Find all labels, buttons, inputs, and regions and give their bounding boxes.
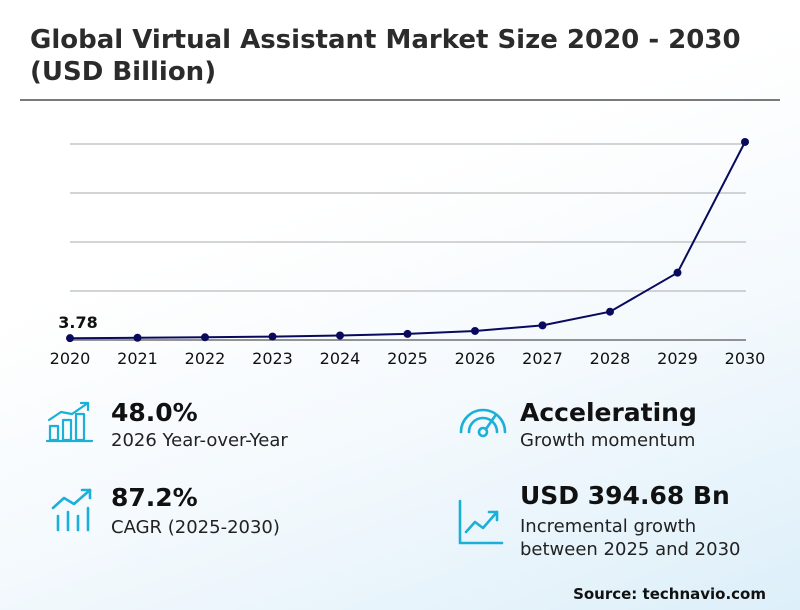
x-tick-label: 2021 bbox=[117, 349, 158, 368]
data-label-first: 3.78 bbox=[58, 313, 97, 332]
data-point bbox=[133, 333, 142, 342]
x-tick-label: 2020 bbox=[50, 349, 91, 368]
gauge-icon bbox=[459, 408, 507, 438]
x-tick-label: 2028 bbox=[590, 349, 631, 368]
data-point bbox=[471, 326, 479, 335]
stat-yoy-value: 48.0% bbox=[111, 398, 198, 427]
x-tick-label: 2022 bbox=[185, 349, 226, 368]
x-tick-label: 2024 bbox=[320, 349, 361, 368]
line-chart-icon bbox=[458, 499, 504, 545]
x-tick-label: 2026 bbox=[455, 349, 496, 368]
data-point bbox=[268, 332, 277, 341]
data-point bbox=[741, 137, 749, 146]
source-credit: Source: technavio.com bbox=[573, 585, 766, 603]
stat-incremental-value: USD 394.68 Bn bbox=[520, 481, 730, 510]
series-line bbox=[69, 141, 746, 340]
stat-yoy-label: 2026 Year-over-Year bbox=[111, 430, 288, 451]
x-tick-label: 2027 bbox=[522, 349, 563, 368]
x-tick-label: 2023 bbox=[252, 349, 293, 368]
x-tick-label: 2025 bbox=[387, 349, 428, 368]
x-tick-label: 2030 bbox=[725, 349, 766, 368]
line-chart: 2020 2021 2022 2023 2024 2025 2026 2027 2028 2029… bbox=[50, 137, 766, 368]
stat-incremental-label-line2: between 2025 and 2030 bbox=[520, 539, 741, 560]
data-point bbox=[66, 334, 74, 343]
chart-title: Global Virtual Assistant Market Size 202… bbox=[30, 25, 741, 87]
stat-cagr-value: 87.2% bbox=[111, 483, 198, 512]
title-divider bbox=[20, 99, 780, 101]
data-point bbox=[606, 307, 614, 316]
stat-cagr-label: CAGR (2025-2030) bbox=[111, 517, 280, 538]
stat-momentum-label: Growth momentum bbox=[520, 430, 696, 451]
bar-growth-icon bbox=[46, 401, 94, 443]
x-tick-label: 2029 bbox=[657, 349, 698, 368]
data-point bbox=[336, 331, 344, 340]
trend-bars-icon bbox=[51, 488, 92, 532]
data-point bbox=[403, 329, 412, 338]
data-point bbox=[538, 321, 547, 330]
data-point bbox=[673, 268, 682, 277]
stat-momentum-value: Accelerating bbox=[520, 398, 697, 427]
data-point bbox=[201, 333, 209, 342]
stat-incremental-label-line1: Incremental growth bbox=[520, 516, 697, 537]
